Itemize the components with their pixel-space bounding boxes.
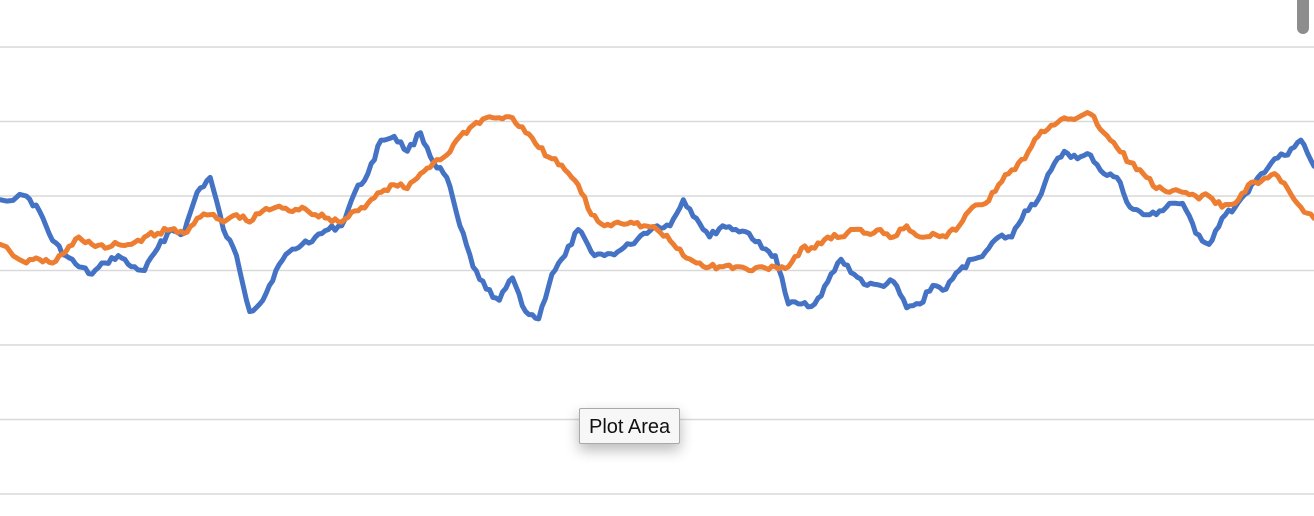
plot-area-tooltip: Plot Area xyxy=(579,408,681,444)
series-line-2[interactable] xyxy=(0,110,1314,274)
scrollbar-thumb[interactable] xyxy=(1297,0,1309,34)
series-lines xyxy=(0,110,1314,322)
series-line-1[interactable] xyxy=(0,130,1314,322)
gridlines xyxy=(0,46,1314,495)
